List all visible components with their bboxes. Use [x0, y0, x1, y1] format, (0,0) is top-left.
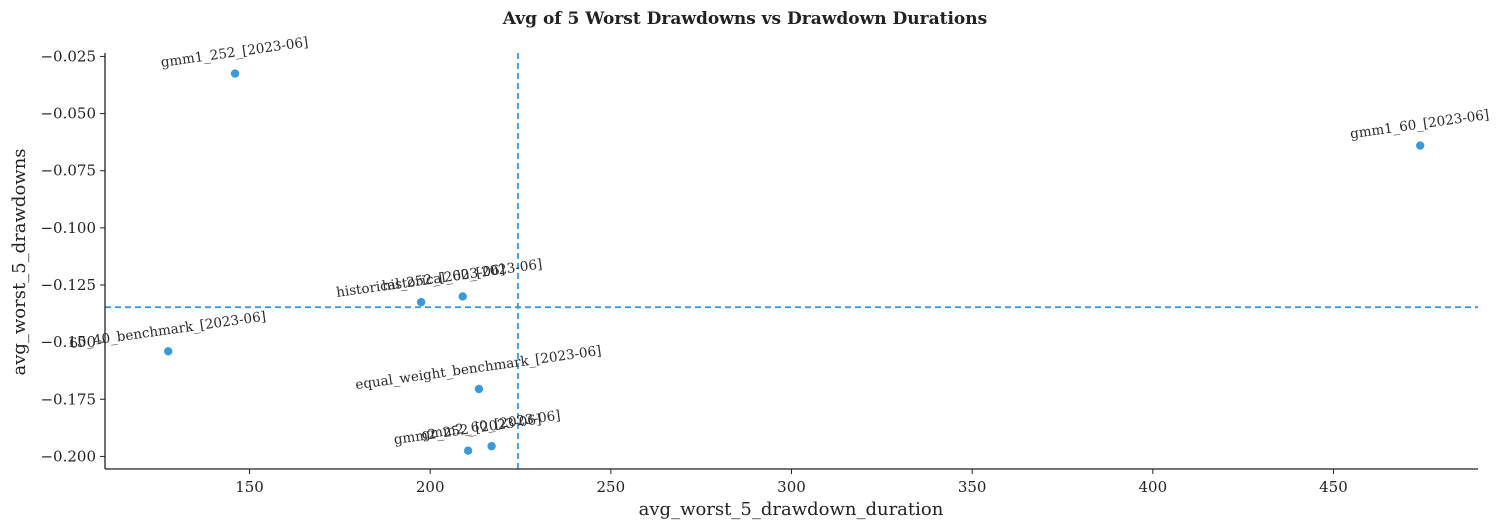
- y-axis-ticks: −0.025 −0.050 −0.075 −0.100 −0.125 −0.150 −0.1…: [40, 47, 105, 465]
- x-tick-label: 400: [1138, 478, 1167, 496]
- y-tick-label: −0.175: [40, 390, 96, 408]
- x-axis-title: avg_worst_5_drawdown_duration: [639, 499, 944, 520]
- point-label: historical_60_[2023-06]: [381, 256, 543, 294]
- x-tick-label: 250: [597, 478, 626, 496]
- y-tick-label: −0.075: [40, 162, 96, 180]
- y-tick-label: −0.125: [40, 276, 96, 294]
- scatter-point: [474, 384, 484, 394]
- data-points: [164, 69, 1425, 455]
- point-label: gmm2_60_[2023-06]: [421, 408, 562, 443]
- scatter-point: [230, 69, 240, 78]
- chart-title: Avg of 5 Worst Drawdowns vs Drawdown Dur…: [502, 9, 987, 29]
- x-tick-label: 300: [777, 478, 806, 496]
- x-axis-ticks: 150 200 250 300 350 400 450: [235, 469, 1348, 496]
- scatter-point: [1415, 141, 1425, 150]
- point-labels: gmm1_252_[2023-06] gmm1_60_[2023-06]histo…: [68, 34, 1490, 448]
- y-tick-label: −0.100: [40, 219, 96, 237]
- reference-lines: [105, 53, 1478, 469]
- x-tick-label: 200: [416, 478, 445, 496]
- scatter-point: [458, 292, 467, 301]
- y-tick-label: −0.200: [40, 447, 96, 465]
- point-label: 60_40_benchmark_[2023-06]: [68, 309, 267, 352]
- y-tick-label: −0.025: [40, 47, 96, 65]
- x-tick-label: 450: [1319, 478, 1348, 496]
- scatter-point: [416, 297, 426, 307]
- scatter-point: [487, 441, 496, 451]
- point-label: gmm1_60_[2023-06]: [1349, 107, 1490, 142]
- y-axis-title: avg_worst_5_drawdowns: [9, 148, 30, 375]
- y-tick-label: −0.150: [40, 333, 96, 351]
- x-tick-label: 150: [235, 478, 264, 496]
- scatter-point: [164, 347, 173, 356]
- x-tick-label: 350: [958, 478, 987, 496]
- point-label: gmm1_252_[2023-06]: [160, 34, 310, 71]
- y-tick-label: −0.050: [40, 105, 96, 123]
- scatter-point: [463, 446, 473, 455]
